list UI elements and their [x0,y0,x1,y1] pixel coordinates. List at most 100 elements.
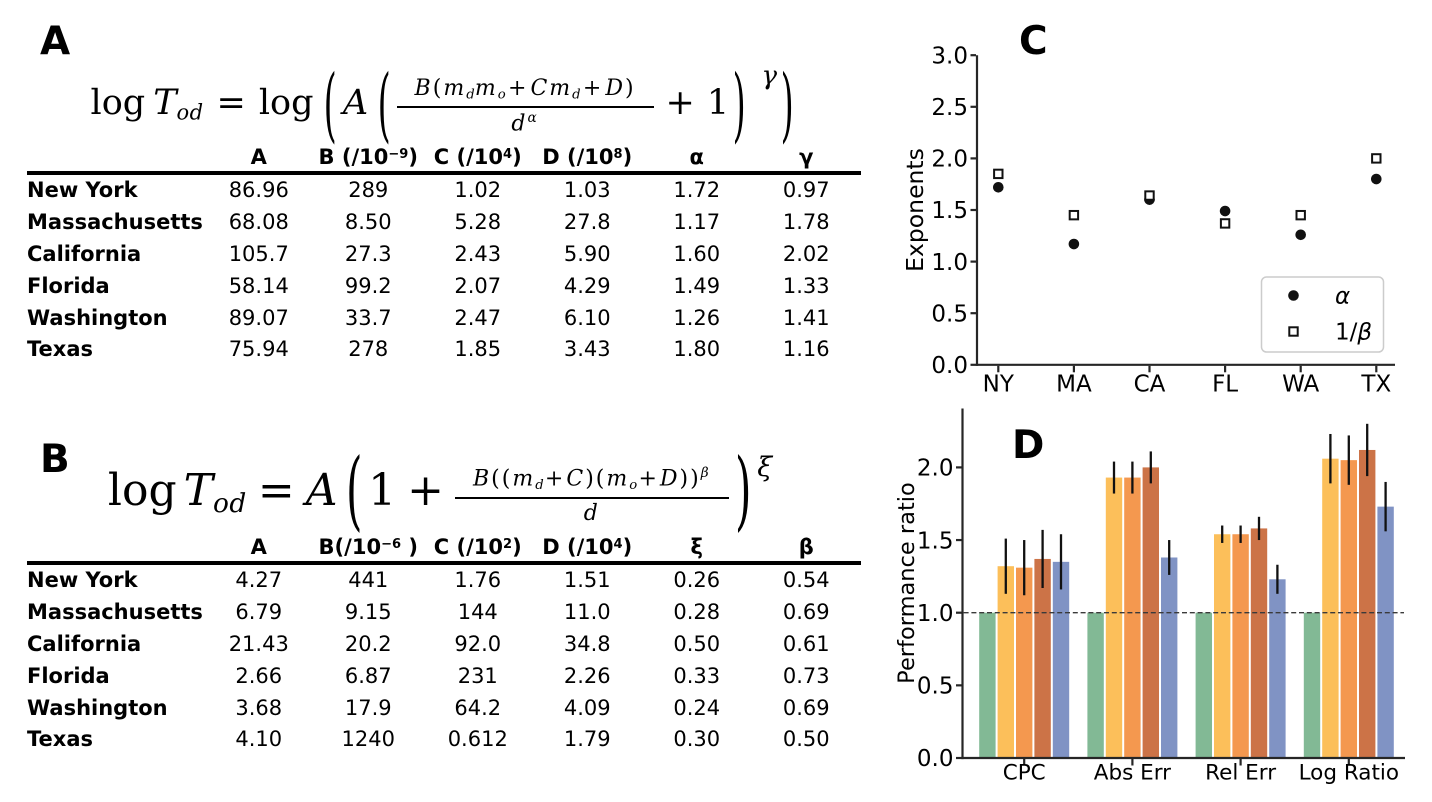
equation-term: m [549,76,573,102]
equation-term: + [582,76,604,102]
inv-beta-marker [1068,209,1080,221]
table-header-cell: γ [799,145,814,169]
inv-beta-marker [1295,209,1306,221]
alpha-marker [1068,238,1080,250]
table-cell: Washington [27,305,168,330]
fraction-numerator: B(mdmo+Cmd+D) [396,76,654,109]
bar-x-tick-label: Abs Err [1094,761,1171,786]
table-cell: 2.26 [563,663,611,688]
equation-term: log [90,83,146,124]
equation-term: = [257,465,295,517]
equation-term: D [605,76,625,102]
alpha-marker [1219,205,1231,217]
equation-fraction: B((md+C)(mo+D))β d [454,465,729,526]
scatter-y-tick-label: 0.5 [931,301,968,327]
equation-term: o [497,87,506,103]
table-row: Florida 58.14 99.2 2.07 4.29 1.49 1.33 [27,270,861,302]
table-cell: California [27,242,142,267]
table-header-cell: D (/104) [542,535,633,559]
table-cell: 0.26 [673,568,721,593]
scatter-y-tick-label: 3.0 [931,43,968,69]
table-cell: 1.79 [563,727,611,752]
table-cell: 0.24 [673,695,721,720]
equation-term: (( [491,466,513,492]
table-cell: 1240 [341,727,395,752]
table-header-cell: α [689,145,704,169]
equation-term: β [700,465,711,482]
table-cell: 27.8 [563,210,611,235]
table-cell: Massachusetts [27,600,203,625]
panel-b-label: B [40,437,70,482]
equation-delimiter: ( [377,57,391,152]
table-cell: 6.87 [344,663,392,688]
equation-term: A [305,465,338,517]
scatter-x-tick-label: NY [983,371,1015,397]
bar-blue [1269,579,1286,758]
equation-term: ( [432,76,444,102]
table-cell: 1.78 [782,210,830,235]
table-cell: 75.94 [228,337,289,362]
bar-orange-dark [1142,467,1159,758]
equation-term: T [153,83,177,124]
equation-term: C [566,466,586,492]
table-cell: 0.97 [782,178,830,203]
table-header-rule [27,171,861,175]
equation-term: od [213,488,247,520]
scatter-y-axis-label: Exponents [901,148,929,272]
table-cell: 6.10 [563,305,611,330]
table-cell: 1.51 [563,568,611,593]
table-cell: 6.79 [235,600,283,625]
table-cell: 11.0 [563,600,611,625]
panel-b-equation: log Tod = A(1 + B((md+C)(mo+D))β d) ξ [45,446,835,542]
equation-exponent: γ [761,60,778,91]
equation-term: d [572,87,581,103]
table-cell: 33.7 [344,305,392,330]
bar-x-tick-label: Rel Err [1205,761,1276,786]
equation-term: + [638,466,659,492]
alpha-marker [1144,194,1155,205]
scatter-x-tick-label: WA [1282,371,1319,397]
table-cell: 1.60 [673,242,721,267]
bar-blue [1052,561,1070,758]
equation-term: + [508,76,529,102]
table-cell: 17.9 [344,695,392,720]
bar-orange-light [997,566,1014,758]
equation-delimiter: ( [345,440,363,541]
table-cell: 1.72 [673,178,721,203]
equation-term: = [216,83,246,124]
equation-term: od [176,100,204,125]
fraction-denominator: d [455,499,729,526]
table-cell: 0.61 [782,632,830,657]
bar-green [1303,612,1321,758]
equation-delimiter: ) [734,440,752,541]
table-cell: 231 [457,663,498,688]
legend-inv-beta-marker [1288,326,1299,337]
table-header-rule [27,561,861,565]
equation-term: ) [624,76,636,102]
table-cell: New York [27,178,138,203]
scatter-x-tick-label: FL [1212,371,1238,397]
fraction-numerator: B((md+C)(mo+D))β [454,465,729,499]
table-cell: 3.43 [563,337,611,362]
table-cell: 20.2 [344,632,392,657]
bar-y-tick-label: 0.5 [917,674,954,700]
panel-a-equation: log Tod = log(A(B(mdmo+Cmd+D) dα +1) γ) [48,57,838,153]
equation-exponent: ξ [757,451,773,483]
table-row: Texas 75.94 278 1.85 3.43 1.80 1.16 [27,334,861,366]
table-cell: 278 [348,337,389,362]
table-cell: 0.33 [673,663,721,688]
equation-term: C [530,76,550,102]
table-header-row: A B(/10−6 ) C (/102) D (/104) ξ β [27,533,861,561]
table-row: Washington 3.68 17.9 64.2 4.09 0.24 0.69 [27,692,861,724]
table-cell: 9.15 [344,600,392,625]
table-row: California 105.7 27.3 2.43 5.90 1.60 2.02 [27,238,861,270]
equation-term: m [606,466,630,492]
table-cell: California [27,632,142,657]
table-cell: 5.90 [563,242,611,267]
scatter-y-tick-label: 2.0 [931,147,968,173]
table-cell: 4.29 [563,273,611,298]
bar-y-tick-label: 1.5 [917,528,954,554]
inv-beta-marker [993,168,1004,180]
bar-orange [1016,567,1033,758]
